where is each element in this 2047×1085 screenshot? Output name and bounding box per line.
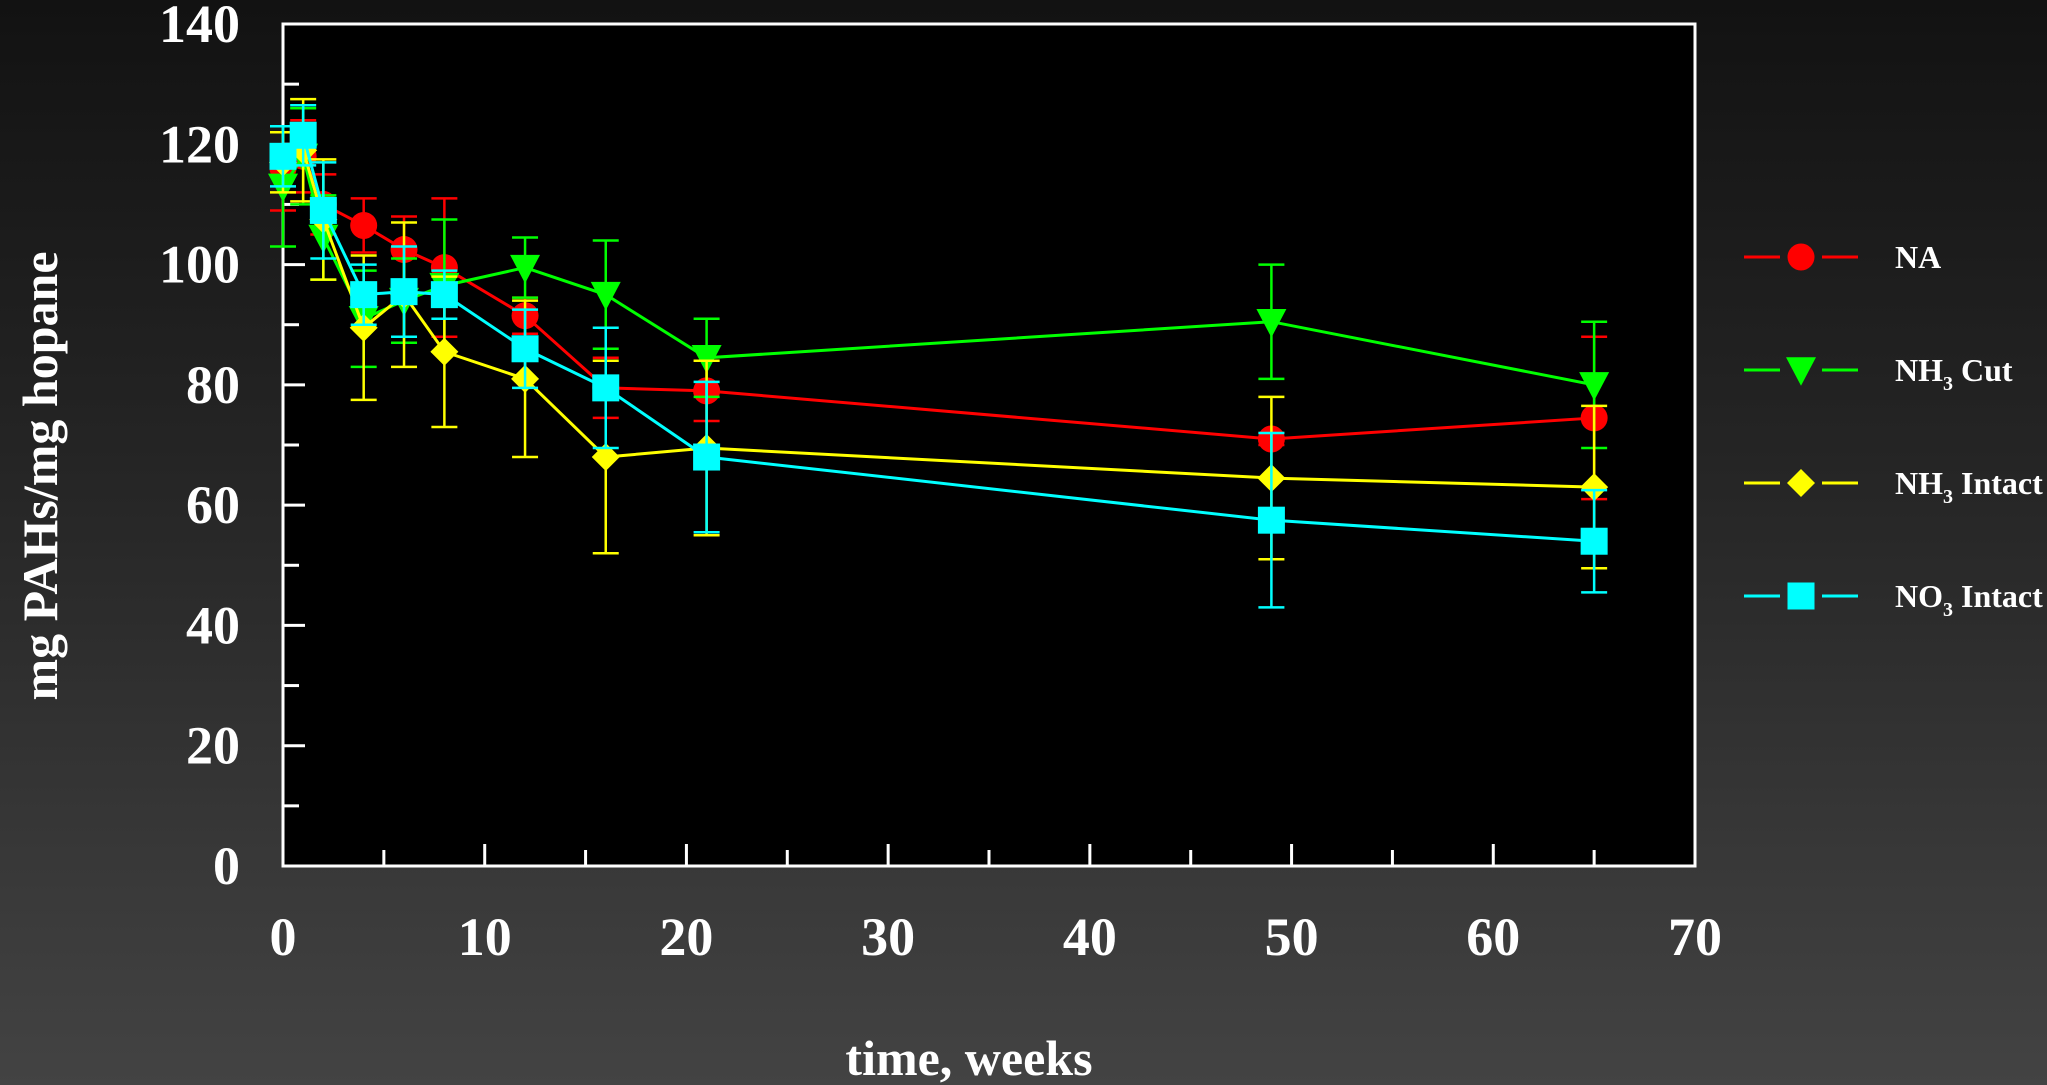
data-point: [1579, 372, 1610, 401]
legend-label: NO3 Intact: [1895, 578, 2043, 621]
x-tick-label: 10: [458, 907, 512, 967]
x-tick-label: 30: [861, 907, 915, 967]
legend-marker: [1787, 243, 1815, 271]
data-point: [1256, 308, 1287, 338]
legend-marker: [1786, 357, 1816, 386]
x-tick-label: 40: [1063, 907, 1117, 967]
data-point: [349, 313, 378, 342]
y-axis-title: mg PAHs/mg hopane: [12, 251, 68, 700]
x-tick-label: 20: [659, 907, 713, 967]
data-point: [309, 196, 337, 224]
y-tick-label: 120: [159, 114, 240, 174]
legend-marker: [1787, 469, 1815, 497]
legend-label: NH3 Intact: [1895, 465, 2043, 508]
x-tick-label: 50: [1265, 907, 1319, 967]
data-point: [430, 281, 458, 309]
y-tick-label: 140: [159, 0, 240, 54]
legend-label: NA: [1895, 239, 1941, 275]
x-tick-label: 70: [1668, 907, 1722, 967]
y-tick-label: 0: [213, 836, 240, 896]
data-point: [1580, 527, 1608, 555]
data-point: [693, 443, 721, 471]
data-point: [511, 335, 539, 363]
legend-marker: [1787, 582, 1815, 610]
data-point: [590, 281, 621, 311]
data-point: [592, 374, 620, 402]
series-layer: [268, 97, 1610, 609]
data-point: [591, 443, 620, 472]
y-tick-label: 100: [159, 235, 240, 295]
legend-item: NH3 Intact: [1744, 465, 2043, 508]
x-tick-label: 0: [270, 907, 297, 967]
legend-item: NH3 Cut: [1744, 352, 2013, 395]
data-point: [430, 337, 459, 366]
data-point: [691, 345, 722, 374]
data-point: [350, 211, 378, 239]
legend-item: NO3 Intact: [1744, 578, 2043, 621]
y-tick-label: 20: [186, 716, 240, 776]
series-3: [269, 103, 1608, 609]
legend: NA NH3 Cut NH3 Intact NO3 Intact: [1744, 239, 2043, 621]
plot-area: [281, 22, 1697, 868]
y-tick-label: 80: [186, 355, 240, 415]
data-point: [510, 254, 541, 284]
data-point: [390, 278, 418, 306]
data-point: [350, 281, 378, 309]
x-tick-label: 60: [1466, 907, 1520, 967]
data-point: [1580, 473, 1609, 502]
data-point: [1257, 506, 1285, 534]
x-axis-title: time, weeks: [845, 1030, 1092, 1085]
y-tick-label: 60: [186, 475, 240, 535]
legend-item: NA: [1744, 239, 1941, 275]
legend-label: NH3 Cut: [1895, 352, 2013, 395]
y-tick-label: 40: [186, 595, 240, 655]
axes: 0 20 40 60 80 100 120 140 0 10 20 30 40 50 60 70: [159, 0, 1722, 967]
data-point: [289, 121, 317, 149]
